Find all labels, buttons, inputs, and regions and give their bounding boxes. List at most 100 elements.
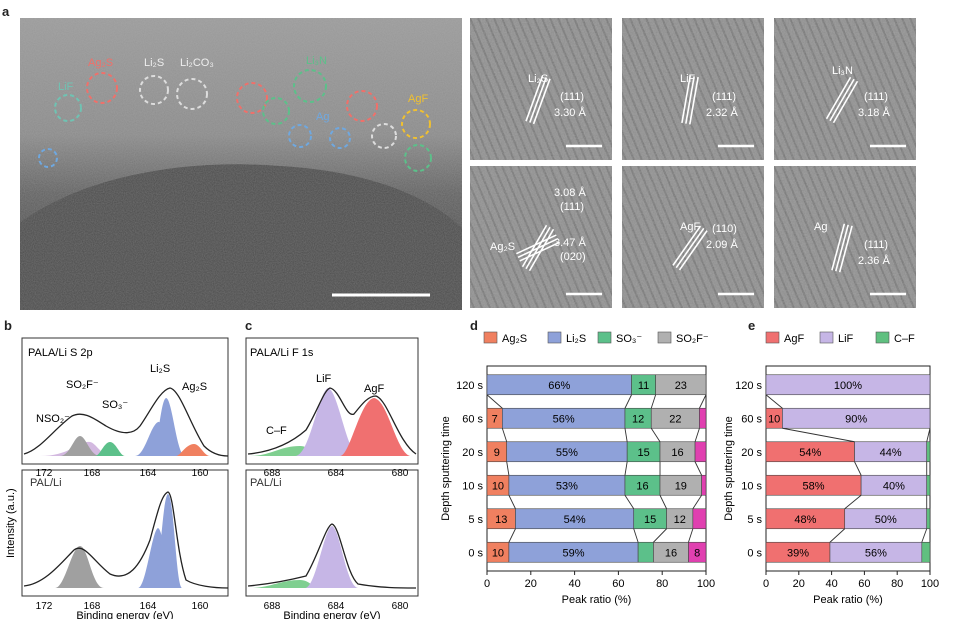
hrtem-inset: AgF (110) 2.09 Å [622,166,764,308]
ag2s-circle [236,82,268,114]
category-label: 5 s [747,514,762,526]
legend-label-li2s: Li₂S [566,333,586,345]
lattice-fringe [681,75,692,124]
inset-phase-label: Li₂S [528,73,548,85]
b-tick-160: 160 [192,601,209,612]
bar-label: 7 [492,413,498,425]
bar-label: 56% [865,547,887,559]
inset-plane: (111) [560,201,584,213]
xps-f1s-panel: PALA/Li F 1s PAL/Li C–F LiF AgF 688 684 … [245,337,419,619]
legend-swatch-ag2s [483,331,498,344]
b-top-tick-164: 164 [140,468,157,479]
category-label: 120 s [735,380,762,392]
b-tick-172: 172 [36,601,53,612]
hrtem-inset: LiF (111) 2.32 Å [622,18,764,160]
x-tick-label: 40 [825,578,837,590]
bar-label: 23 [675,380,687,392]
c-peak-lif: LiF [316,373,332,385]
bar-other [699,407,707,429]
lattice-fringe [678,230,708,271]
bar-label: 40% [883,480,905,492]
category-label: 20 s [741,447,762,459]
x-tick-label: 100 [921,578,939,590]
tem-overview-image: Ag₂S Li₂S Li₂CO₃ Li₃N LiF AgF Ag [20,18,462,310]
lattice-fringe [675,227,705,269]
b-tick-168: 168 [84,601,101,612]
b-peak-li2s: Li₂S [150,363,170,375]
x-tick-label: 20 [525,578,537,590]
inset-d-spacing: 2.32 Å [706,106,738,119]
legend-label-ag2s: Ag₂S [502,333,527,345]
bar-label: 50% [875,514,897,526]
bar-cf [926,474,931,496]
connector-line [508,528,516,543]
plot-frame [765,365,931,572]
connector-line [508,495,516,509]
c-bottom-title: PAL/Li [250,477,282,489]
x-axis-label: Peak ratio (%) [813,594,883,606]
inset-d-spacing: 3.18 Å [858,106,890,119]
bar-other [701,474,707,496]
connector-line [692,495,702,509]
connector-line [694,461,703,476]
x-tick-label: 40 [568,578,580,590]
bar-label: 53% [556,480,578,492]
bar-so2f [655,374,707,396]
bar-so3 [637,541,654,563]
inset-d-spacing: 3.08 Å [554,186,586,199]
li3n-circle [293,69,327,103]
connector-line [633,528,639,543]
bar-label: 9 [494,447,500,459]
bar-label: 54% [564,514,586,526]
legend-label-so3: SO₃⁻ [616,333,642,345]
legend-label-cf: C–F [894,333,915,345]
bar-label: 19 [675,480,687,492]
inset-plane-2: (020) [560,251,586,263]
bar-label: 10 [768,413,780,425]
lattice-fringe [532,78,551,125]
bar-lif [765,374,931,396]
connector-line [782,427,855,443]
li3n-circle [262,97,290,125]
connector-line [765,394,783,409]
bar-other [694,441,707,463]
c-top-title: PALA/Li F 1s [250,347,314,359]
ag-circle [288,124,312,148]
inset-d-spacing: 2.36 Å [858,254,890,267]
bar-label: 12 [632,413,644,425]
legend-label-agf: AgF [784,333,804,345]
inset-d-spacing-2: 3.47 Å [554,236,586,249]
connector-line [624,394,632,409]
connector-line [659,495,667,509]
hrtem-inset: Li₃N (111) 3.18 Å [774,18,916,160]
y-axis-label: Depth sputtering time [723,416,735,521]
connector-line [926,428,931,442]
hrtem-inset: Li₂S (111) 3.30 Å [470,18,612,160]
label-li2co3: Li₂CO₃ [180,57,214,69]
inset-phase-label: Ag₂S [490,241,515,253]
legend-swatch-lif [819,331,834,344]
inset-d-spacing: 2.09 Å [706,238,738,251]
connector-line [688,528,694,543]
bar-label: 59% [562,547,584,559]
hrtem-inset: Ag (111) 2.36 Å [774,166,916,308]
b-tick-164: 164 [140,601,157,612]
bar-label: 58% [803,480,825,492]
connector-line [694,428,700,442]
c-top-tick-684: 684 [328,468,345,479]
category-label: 60 s [741,413,762,425]
agf-circle [401,109,431,139]
bar-cf [926,508,931,530]
x-tick-label: 0 [763,578,769,590]
x-tick-label: 20 [793,578,805,590]
lattice-fringe [688,76,699,125]
plot-frame [486,365,707,572]
connector-line [506,461,510,476]
bar-label: 15 [637,447,649,459]
c-tick-684: 684 [328,601,345,612]
b-peak-ag2s: Ag₂S [182,381,207,393]
inset-plane: (111) [864,239,888,251]
x-tick-label: 80 [891,578,903,590]
connector-line [624,461,628,476]
